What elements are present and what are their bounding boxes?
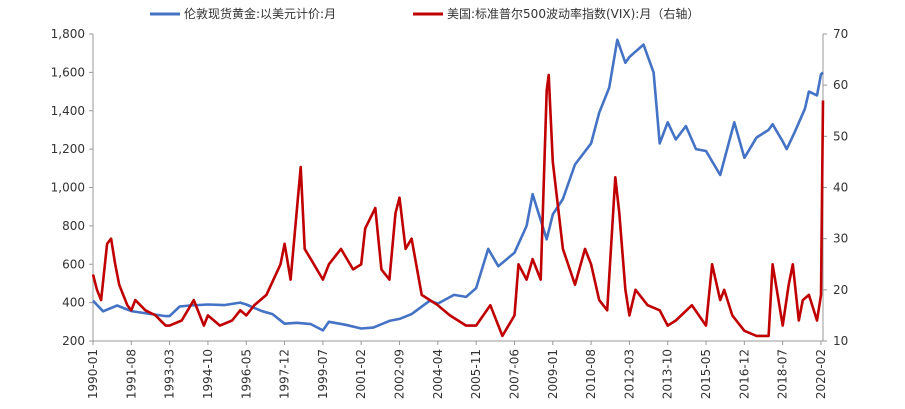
- x-tick-label: 2020-02: [814, 349, 828, 399]
- left-tick-label: 1,000: [51, 181, 85, 195]
- x-tick-label: 2012-03: [622, 349, 636, 399]
- left-axis-ticks: 200 400 600 800 1,000 1,200 1,400 1,600 1,800: [51, 27, 93, 348]
- x-tick-label: 1999-07: [316, 349, 330, 399]
- x-tick-label: 2002-09: [393, 349, 407, 399]
- left-tick-label: 1,200: [51, 142, 85, 156]
- x-tick-label: 2018-07: [776, 349, 790, 399]
- x-tick-label: 1994-10: [201, 349, 215, 399]
- right-tick-label: 50: [833, 129, 848, 143]
- series-group: [91, 38, 825, 338]
- left-tick-label: 600: [62, 257, 85, 271]
- right-tick-label: 70: [833, 27, 848, 41]
- right-tick-label: 30: [833, 232, 848, 246]
- right-tick-label: 20: [833, 283, 848, 297]
- right-tick-label: 60: [833, 78, 848, 92]
- vix-line: [91, 73, 825, 338]
- x-tick-label: 2009-01: [546, 349, 560, 399]
- legend-gold-label: 伦敦现货黄金:以美元计价:月: [184, 6, 336, 21]
- x-tick-label: 2015-05: [699, 349, 713, 399]
- left-tick-label: 1,400: [51, 104, 85, 118]
- right-tick-label: 40: [833, 181, 848, 195]
- x-tick-label: 1993-03: [163, 349, 177, 399]
- left-tick-label: 1,600: [51, 65, 85, 79]
- right-tick-label: 10: [833, 334, 848, 348]
- x-tick-label: 2016-12: [737, 349, 751, 399]
- x-tick-label: 2007-06: [507, 349, 521, 399]
- x-tick-label: 1996-05: [239, 349, 253, 399]
- x-tick-label: 2004-04: [431, 349, 445, 399]
- x-tick-label: 2001-02: [354, 349, 368, 399]
- x-tick-label: 2010-08: [584, 349, 598, 399]
- x-tick-label: 2005-11: [469, 349, 483, 399]
- x-tick-label: 1990-01: [86, 349, 100, 399]
- x-tick-label: 1991-08: [124, 349, 138, 399]
- left-tick-label: 400: [62, 296, 85, 310]
- legend-vix-label: 美国:标准普尔500波动率指数(VIX):月（右轴）: [447, 6, 699, 21]
- left-tick-label: 800: [62, 219, 85, 233]
- x-tick-label: 1997-12: [278, 349, 292, 399]
- gold-price-line: [92, 38, 824, 332]
- left-tick-label: 200: [62, 334, 85, 348]
- legend: 伦敦现货黄金:以美元计价:月 美国:标准普尔500波动率指数(VIX):月（右轴…: [150, 6, 699, 21]
- right-axis-ticks: 10 20 30 40 50 60 70: [823, 27, 848, 348]
- x-tick-label: 2013-10: [661, 349, 675, 399]
- x-axis-ticks: 1990-01 1991-08 1993-03 1994-10 1996-05 1997-…: [86, 341, 828, 399]
- left-tick-label: 1,800: [51, 27, 85, 41]
